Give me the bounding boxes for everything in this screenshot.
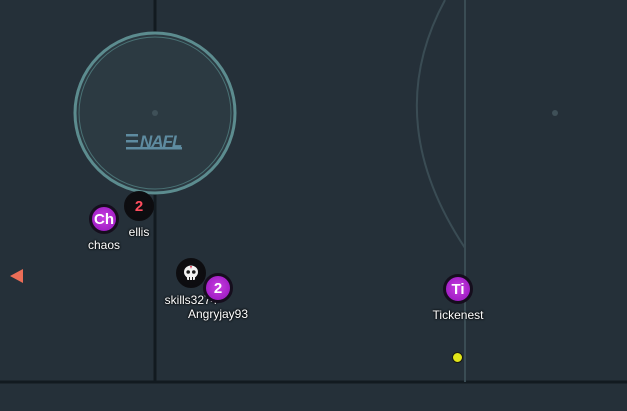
center-circle-inner-ring xyxy=(78,36,232,190)
player-tickenest-name: Tickenest xyxy=(432,308,484,322)
ball xyxy=(452,352,463,363)
right-spot-dot xyxy=(552,110,558,116)
offscreen-left-arrow-icon xyxy=(10,269,23,283)
player-tickenest-token[interactable]: Ti xyxy=(443,274,473,304)
penalty-arc xyxy=(415,0,466,249)
player-chaos-avatar: Ch xyxy=(94,210,114,228)
player-chaos-token[interactable]: Ch xyxy=(89,204,119,234)
player-angryjay-name: Angryjay93 xyxy=(187,307,249,321)
player-ellis-name: ellis xyxy=(128,225,150,239)
player-ellis-avatar: 2 xyxy=(134,197,144,215)
field-logo-text: NAFL xyxy=(140,132,182,151)
player-skills-token[interactable] xyxy=(176,258,206,288)
player-chaos-name: chaos xyxy=(87,238,121,252)
player-ellis-token[interactable]: 2 xyxy=(124,191,154,221)
field-logo: NAFL xyxy=(126,132,183,151)
player-skills-name: skills3274 xyxy=(164,293,218,307)
player-angryjay-avatar: 2 xyxy=(213,279,223,297)
skull-icon xyxy=(184,265,198,280)
player-angryjay-token[interactable]: 2 xyxy=(203,273,233,303)
player-tickenest-avatar: Ti xyxy=(451,280,465,298)
center-dot xyxy=(152,110,158,116)
